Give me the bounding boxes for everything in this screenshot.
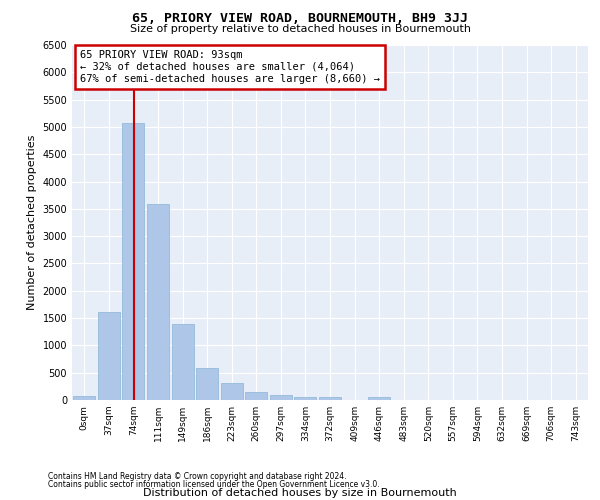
Bar — [270, 395, 292, 400]
Text: Distribution of detached houses by size in Bournemouth: Distribution of detached houses by size … — [143, 488, 457, 498]
Bar — [245, 392, 268, 400]
Bar — [122, 122, 145, 400]
Bar — [147, 204, 169, 400]
Y-axis label: Number of detached properties: Number of detached properties — [27, 135, 37, 310]
Bar — [98, 312, 120, 400]
Bar — [295, 397, 316, 400]
Text: Contains HM Land Registry data © Crown copyright and database right 2024.: Contains HM Land Registry data © Crown c… — [48, 472, 347, 481]
Text: Size of property relative to detached houses in Bournemouth: Size of property relative to detached ho… — [130, 24, 470, 34]
Bar — [319, 396, 341, 400]
Bar — [196, 368, 218, 400]
Text: 65, PRIORY VIEW ROAD, BOURNEMOUTH, BH9 3JJ: 65, PRIORY VIEW ROAD, BOURNEMOUTH, BH9 3… — [132, 12, 468, 24]
Bar — [368, 397, 390, 400]
Text: 65 PRIORY VIEW ROAD: 93sqm
← 32% of detached houses are smaller (4,064)
67% of s: 65 PRIORY VIEW ROAD: 93sqm ← 32% of deta… — [80, 50, 380, 84]
Bar — [221, 383, 243, 400]
Text: Contains public sector information licensed under the Open Government Licence v3: Contains public sector information licen… — [48, 480, 380, 489]
Bar — [172, 324, 194, 400]
Bar — [73, 396, 95, 400]
